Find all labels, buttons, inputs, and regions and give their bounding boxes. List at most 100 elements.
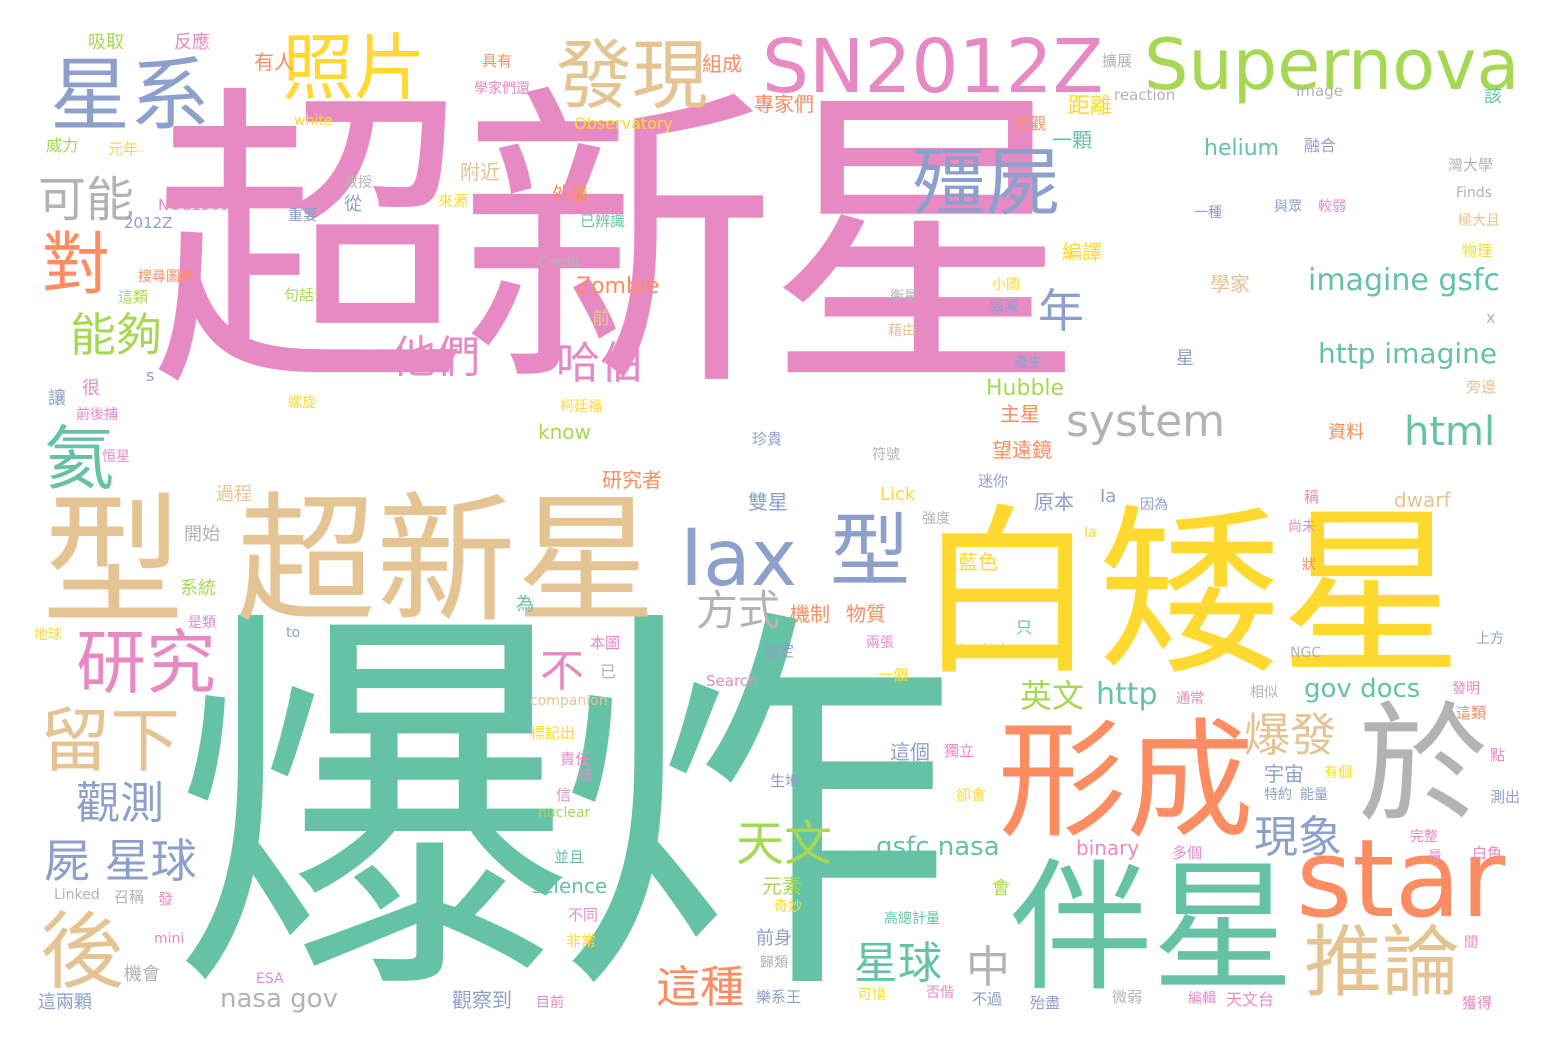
word-juhua: 句話: [284, 288, 314, 303]
word-shuangxing: 雙星: [748, 492, 788, 512]
word-wuzhi: 物質: [846, 604, 886, 624]
word-xiaotu: 小圖: [992, 278, 1020, 292]
word-binary: binary: [1076, 838, 1139, 858]
word-xiangsi: 相似: [1250, 686, 1278, 700]
word-lexiwang: 樂系王: [756, 990, 801, 1005]
word-baise: 白色: [1472, 846, 1502, 861]
word-x: x: [1486, 310, 1495, 326]
word-diqiu: 地球: [34, 628, 62, 642]
word-jieyou: 藉由: [888, 324, 916, 338]
word-bingqie: 並且: [554, 850, 584, 865]
word-daijin: 殆盡: [1030, 996, 1060, 1011]
word-lanse: 藍色: [958, 552, 998, 572]
word-yuannian: 元年: [108, 142, 138, 157]
word-yi: 已: [600, 664, 616, 680]
word-yanjiu: 研究: [76, 628, 216, 698]
word-hengxing: 恒星: [102, 450, 130, 464]
word-companion: companion: [530, 694, 608, 708]
word-zhi: 只: [1016, 620, 1032, 636]
word-yuanben: 原本: [1034, 492, 1074, 512]
word-fangshi: 方式: [696, 590, 780, 632]
word-habo: 哈伯: [556, 342, 644, 386]
word-xing-small: 星: [1176, 350, 1194, 368]
word-reaction: reaction: [1114, 88, 1175, 103]
word-jizhi: 機制: [790, 604, 830, 624]
word-xing-blue: 型: [830, 512, 910, 592]
word-http: http: [1096, 680, 1158, 710]
word-cheng: 稱: [1304, 490, 1319, 505]
word-guance: 觀測: [76, 782, 164, 826]
word-finds: Finds: [1456, 186, 1492, 200]
word-shilei: 是類: [188, 616, 216, 630]
word-wei: 為: [516, 596, 534, 614]
word-mini: mini: [154, 932, 184, 946]
word-nengliang: 能量: [1300, 788, 1328, 802]
word-yuzhong: 與眾: [1274, 200, 1302, 214]
word-ziliao: 資料: [1328, 424, 1364, 442]
word-quehui: 卻會: [956, 788, 986, 803]
word-bentu: 本圖: [590, 636, 620, 651]
word-linked: Linked: [54, 888, 100, 902]
word-banxing: 伴星: [1010, 858, 1294, 1000]
word-luoxuan: 螺旋: [288, 396, 316, 410]
word-tianwen: 天文: [736, 820, 832, 868]
word-buguo: 不過: [972, 992, 1002, 1007]
word-credit: Credit: [538, 256, 580, 270]
word-gov-docs: gov docs: [1304, 676, 1420, 702]
word-yige: 一個: [878, 668, 908, 683]
word-zhuxing: 主星: [1000, 404, 1040, 424]
word-shengdi: 生地: [770, 774, 800, 789]
word-xiqu: 吸取: [88, 34, 124, 52]
word-youren: 有人: [254, 52, 294, 72]
word-ia-2: Ia: [1084, 526, 1097, 540]
word-qianshen: 前身: [756, 930, 792, 948]
word-yuzhou: 宇宙: [1264, 764, 1304, 784]
word-duoge: 多個: [1172, 846, 1202, 861]
word-bianji: 編輯: [1188, 992, 1216, 1006]
word-zhong: 中: [966, 946, 1010, 990]
word-weiruo: 微弱: [1112, 990, 1142, 1005]
word-science: science: [532, 876, 607, 896]
word-dwarf: dwarf: [1394, 490, 1451, 510]
word-nenggou: 能夠: [70, 312, 162, 358]
word-xing-tan: 型: [42, 492, 184, 634]
word-tongchang: 通常: [1176, 692, 1204, 706]
word-zhelei-1: 這類: [118, 290, 148, 305]
word-yougehe: 有個: [1324, 766, 1352, 780]
word-hubble: Hubble: [986, 378, 1064, 400]
word-feichang: 非常: [566, 934, 596, 949]
word-zheliangke: 這兩顆: [38, 994, 92, 1012]
word-pangbian: 旁邊: [1466, 380, 1496, 395]
word-zhuang: 狀: [1302, 558, 1316, 572]
word-xianxiang: 現象: [1254, 816, 1342, 860]
word-zhezhong: 這種: [656, 966, 744, 1010]
word-jidaqie: 極大且: [1458, 214, 1500, 228]
word-keting: 柯廷福: [560, 400, 602, 414]
word-search: Search: [706, 674, 758, 689]
word-muqian: 目前: [536, 996, 564, 1010]
word-gai: 該: [1484, 88, 1502, 106]
word-zucheng: 組成: [702, 54, 742, 74]
word-jian: 間: [1464, 936, 1478, 950]
word-liangzhang: 兩張: [866, 636, 894, 650]
word-zhongyao: 重要: [288, 208, 318, 223]
word-sousuotutiao: 搜尋圖條: [138, 270, 194, 284]
word-yuansu: 元素: [762, 876, 802, 896]
word-observatory: Observatory: [574, 116, 673, 132]
word-fanying: 反應: [174, 34, 210, 52]
word-qiangdu: 強度: [922, 512, 950, 526]
word-hui: 會: [992, 880, 1010, 898]
word-zhaocheng: 召稱: [114, 890, 144, 905]
word-zombie: Zombie: [576, 276, 660, 298]
word-xuejiamenhai: 學家們還: [474, 82, 530, 96]
word-http-imagine: http imagine: [1318, 340, 1497, 368]
word-bianyi: 編譯: [1062, 242, 1102, 262]
word-white: white: [294, 114, 332, 128]
word-mini-cn: 迷你: [978, 474, 1008, 489]
word-gaozongjiliang: 高總計量: [884, 912, 940, 926]
word-fuhao: 符號: [872, 448, 900, 462]
word-jiaoshou: 教授: [344, 176, 372, 190]
word-jiangshi: 殭屍: [912, 146, 1060, 220]
word-yizhong: 一種: [1194, 206, 1222, 220]
